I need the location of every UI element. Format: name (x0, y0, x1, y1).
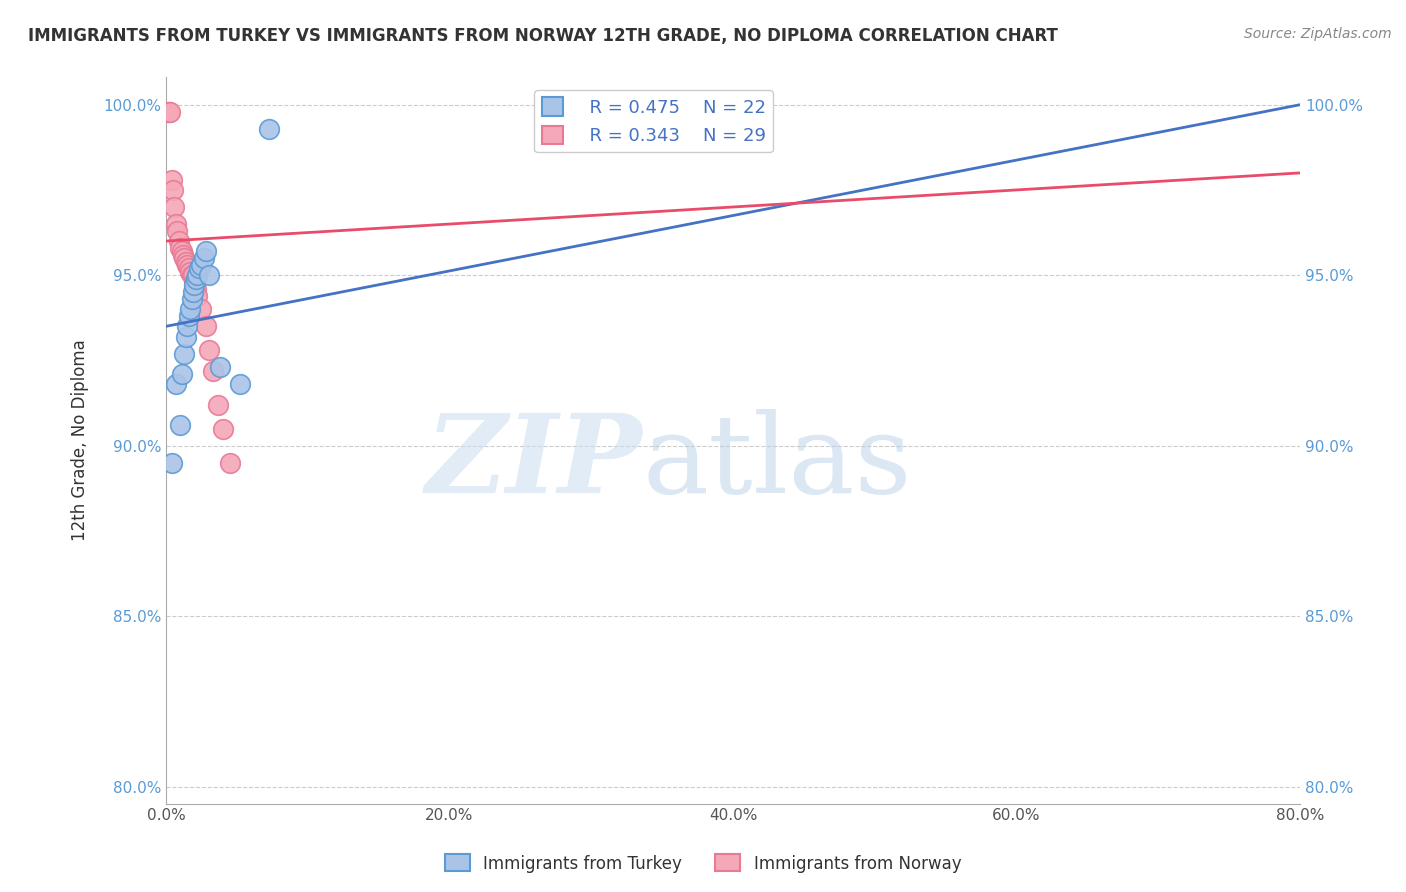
Point (170, 244, 193, 259)
Point (207, 398, 229, 412)
Point (156, 104, 179, 119)
Text: IMMIGRANTS FROM TURKEY VS IMMIGRANTS FROM NORWAY 12TH GRADE, NO DIPLOMA CORRELAT: IMMIGRANTS FROM TURKEY VS IMMIGRANTS FRO… (28, 27, 1057, 45)
Point (173, 251, 195, 265)
Point (186, 268, 208, 282)
Point (193, 251, 215, 265)
Point (259, 121, 281, 136)
Point (184, 271, 207, 285)
Point (184, 282, 207, 296)
Point (174, 329, 197, 343)
Point (181, 285, 204, 300)
Point (169, 241, 191, 255)
Point (186, 288, 208, 302)
Point (179, 265, 201, 279)
Point (160, 456, 183, 470)
Point (174, 254, 197, 268)
Point (197, 343, 219, 358)
Point (194, 244, 217, 259)
Point (176, 319, 198, 334)
Point (181, 268, 204, 282)
Point (166, 224, 188, 238)
Y-axis label: 12th Grade, No Diploma: 12th Grade, No Diploma (72, 340, 89, 541)
Point (162, 183, 184, 197)
Point (183, 275, 205, 289)
Point (157, 104, 180, 119)
Point (177, 261, 200, 276)
Point (172, 248, 194, 262)
Point (211, 421, 233, 435)
Point (173, 346, 195, 360)
Point (165, 377, 187, 392)
Text: Source: ZipAtlas.com: Source: ZipAtlas.com (1244, 27, 1392, 41)
Point (194, 319, 217, 334)
Point (201, 364, 224, 378)
Point (197, 268, 219, 282)
Point (190, 258, 212, 272)
Point (163, 200, 186, 214)
Point (169, 418, 191, 433)
Legend:   R = 0.475    N = 22,   R = 0.343    N = 29: R = 0.475 N = 22, R = 0.343 N = 29 (534, 90, 773, 153)
Point (190, 302, 212, 317)
Point (160, 172, 183, 186)
Point (167, 234, 190, 248)
Point (170, 367, 193, 381)
Point (228, 377, 250, 392)
Point (208, 360, 231, 375)
Point (218, 456, 240, 470)
Point (187, 261, 209, 276)
Point (180, 268, 202, 282)
Legend: Immigrants from Turkey, Immigrants from Norway: Immigrants from Turkey, Immigrants from … (439, 847, 967, 880)
Point (159, 104, 181, 119)
Point (179, 302, 201, 317)
Text: atlas: atlas (643, 409, 912, 516)
Point (180, 292, 202, 306)
Point (177, 309, 200, 323)
Point (183, 278, 205, 293)
Point (176, 258, 198, 272)
Point (165, 217, 187, 231)
Text: ZIP: ZIP (426, 409, 643, 516)
